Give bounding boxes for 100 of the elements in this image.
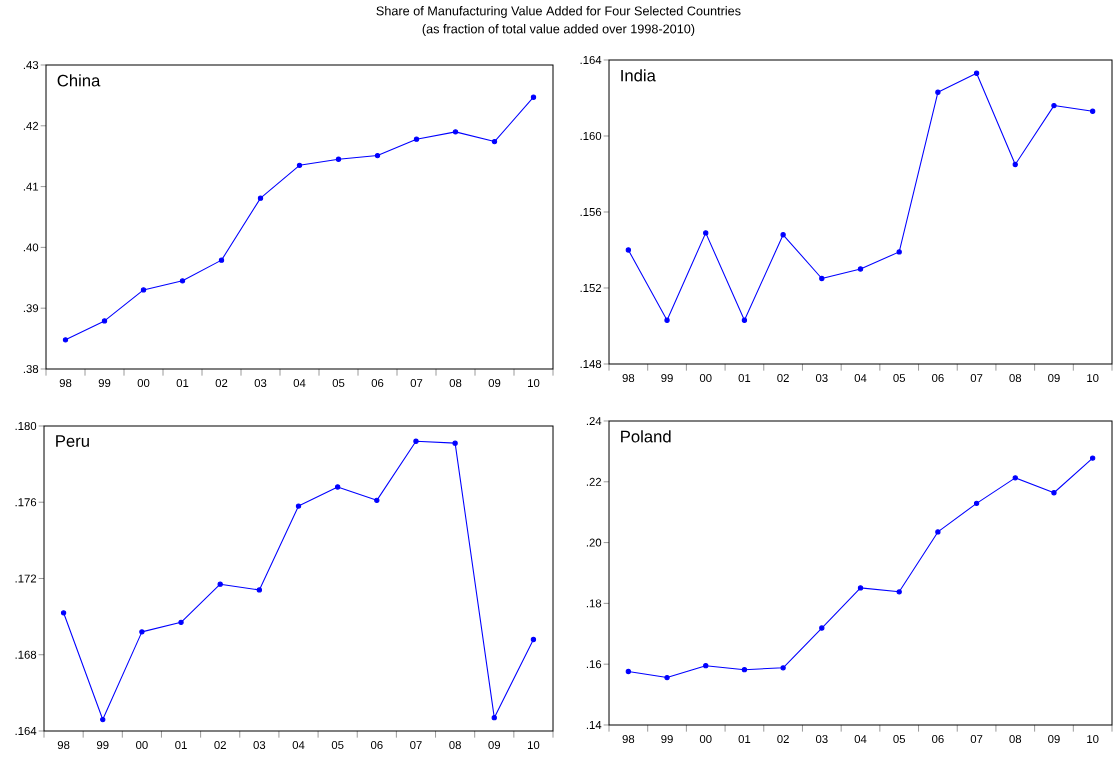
point: [819, 275, 825, 282]
point: [62, 337, 69, 343]
x-tick-label: 10: [528, 379, 540, 388]
y-tick-label: .14: [586, 721, 602, 729]
x-tick-label: 02: [215, 379, 228, 388]
point: [1089, 455, 1096, 461]
x-tick-label: 00: [699, 735, 712, 744]
x-tick-label: 03: [254, 379, 267, 388]
y-tick-label: .176: [15, 498, 37, 507]
x-tick-label: 05: [331, 741, 344, 750]
x-tick-label: 05: [332, 379, 345, 388]
y-tick-label: .160: [580, 131, 602, 140]
x-tick-label: 07: [970, 374, 983, 383]
x-tick-label: 99: [98, 379, 111, 388]
point: [256, 587, 263, 593]
point: [296, 162, 303, 168]
point: [530, 636, 537, 643]
point: [625, 247, 632, 253]
x-tick-label: 03: [253, 741, 266, 750]
point: [491, 138, 498, 145]
x-tick-label: 08: [1009, 374, 1022, 383]
point: [1012, 475, 1018, 481]
point: [625, 668, 632, 675]
x-tick-label: 05: [893, 374, 906, 383]
x-tick-label: 04: [293, 379, 306, 388]
point: [1051, 490, 1057, 496]
x-tick-label: 09: [488, 741, 501, 750]
x-tick-label: 98: [59, 379, 72, 388]
y-tick-label: .40: [23, 243, 39, 252]
point: [178, 619, 184, 625]
x-tick-label: 09: [1048, 735, 1060, 744]
point: [334, 484, 341, 490]
x-tick-label: 02: [214, 741, 226, 750]
point: [935, 89, 941, 95]
x-tick-label: 04: [292, 741, 305, 750]
point: [218, 257, 225, 263]
point: [335, 156, 342, 162]
point: [452, 129, 459, 135]
x-tick-label: 01: [738, 374, 751, 383]
y-tick-label: .20: [586, 538, 602, 547]
x-tick-label: 00: [137, 379, 150, 388]
x-tick-label: 03: [815, 374, 828, 383]
point: [664, 674, 670, 681]
x-tick-label: 04: [854, 374, 867, 383]
point: [295, 503, 302, 509]
point: [703, 663, 709, 669]
point: [140, 287, 147, 293]
point: [257, 195, 264, 201]
y-tick-label: .16: [586, 660, 602, 669]
x-tick-label: 07: [410, 741, 422, 750]
point: [819, 625, 825, 631]
point: [491, 714, 497, 721]
point: [896, 589, 902, 595]
y-tick-label: .172: [15, 574, 37, 583]
y-tick-label: .38: [23, 364, 39, 373]
y-tick-label: .42: [23, 121, 39, 130]
x-tick-label: 08: [449, 741, 461, 750]
point: [374, 497, 380, 503]
chart-title: China: [57, 74, 101, 87]
x-tick-label: 06: [932, 735, 944, 744]
x-tick-label: 03: [815, 735, 828, 744]
x-tick-label: 07: [410, 379, 423, 388]
point: [60, 610, 67, 616]
point: [374, 152, 381, 159]
point: [1089, 108, 1096, 114]
x-tick-label: 06: [370, 741, 383, 750]
point: [703, 230, 709, 236]
y-tick-label: .24: [586, 417, 602, 425]
point: [139, 629, 145, 635]
chart-title: Poland: [621, 430, 671, 443]
x-tick-label: 01: [175, 741, 187, 750]
point: [217, 581, 223, 587]
text: (as fraction of total value added over 1998-2010): [422, 24, 695, 36]
chart-title: Peru: [56, 435, 89, 447]
point: [1051, 102, 1057, 109]
x-tick-label: 99: [96, 741, 109, 750]
point: [780, 665, 786, 671]
x-tick-label: 02: [777, 735, 789, 744]
x-tick-label: 98: [57, 741, 70, 750]
y-tick-label: .18: [586, 599, 602, 608]
x-tick-label: 01: [176, 379, 189, 388]
point: [179, 278, 186, 284]
x-tick-label: 01: [738, 735, 751, 744]
y-tick-label: .156: [580, 207, 602, 216]
y-tick-label: .168: [15, 650, 37, 659]
point: [452, 440, 458, 446]
point: [100, 716, 106, 723]
point: [413, 438, 419, 444]
x-tick-label: 07: [970, 735, 983, 744]
point: [857, 266, 864, 272]
point: [664, 317, 670, 323]
y-tick-label: .39: [23, 304, 39, 313]
point: [780, 232, 786, 238]
x-tick-label: 99: [661, 735, 673, 744]
point: [935, 529, 941, 535]
x-tick-label: 10: [1087, 374, 1099, 383]
x-tick-label: 04: [854, 735, 867, 744]
point: [857, 585, 864, 591]
x-tick-label: 10: [1087, 735, 1099, 744]
y-tick-label: .22: [586, 477, 602, 486]
